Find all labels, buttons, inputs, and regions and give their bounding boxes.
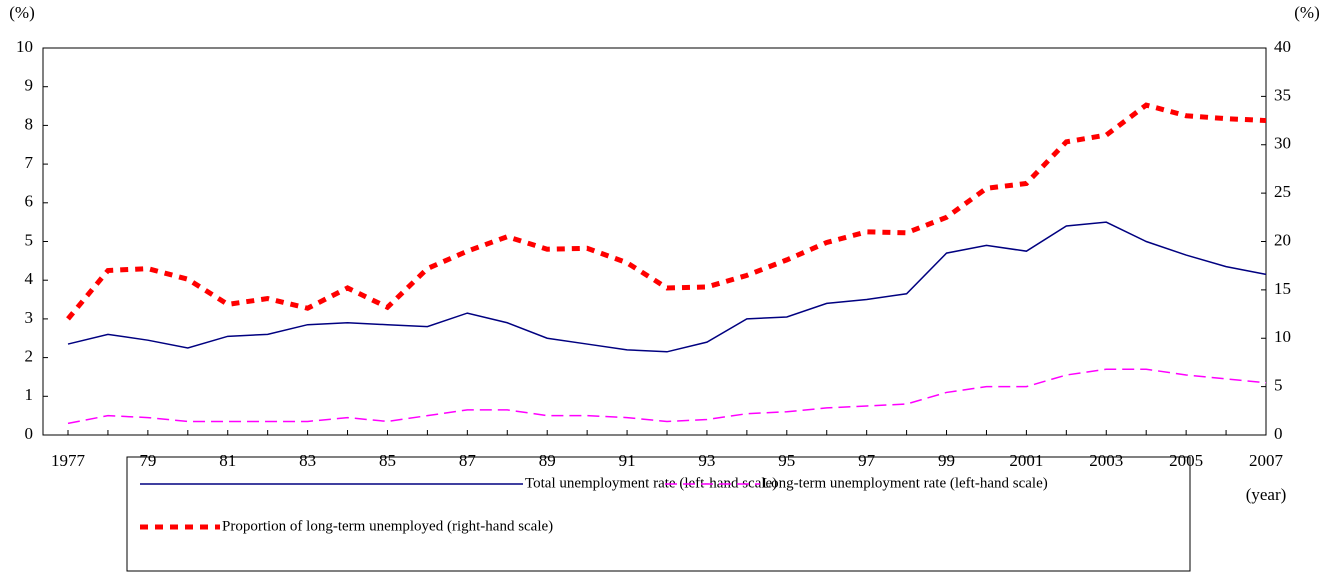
legend-box (126, 456, 1191, 572)
x-tick-label: 79 (139, 451, 156, 470)
y2-tick-label: 35 (1274, 85, 1291, 104)
y-tick-label: 2 (25, 347, 34, 366)
plot-frame (42, 47, 1267, 436)
y-tick-label: 4 (25, 269, 34, 288)
x-tick-label: 89 (539, 451, 556, 470)
x-tick-label: 2001 (1009, 451, 1043, 470)
x-tick-label: 2003 (1089, 451, 1123, 470)
y-tick-label: 6 (25, 192, 34, 211)
y-tick-label: 9 (25, 76, 34, 95)
y-tick-label: 8 (25, 114, 34, 133)
x-tick-label: 81 (219, 451, 236, 470)
legend-label: Long-term unemployment rate (left-hand s… (762, 475, 1048, 491)
y2-tick-label: 20 (1274, 230, 1291, 249)
x-tick-label: 93 (698, 451, 715, 470)
y2-tick-label: 30 (1274, 134, 1291, 153)
legend-label: Total unemployment rate (left-hand scale… (525, 475, 777, 491)
x-tick-label: 97 (858, 451, 876, 470)
series-line (66, 102, 1267, 321)
y-unit-label: (%) (9, 3, 34, 22)
y2-tick-label: 0 (1274, 424, 1283, 443)
x-tick-label: 99 (938, 451, 955, 470)
y2-tick-label: 15 (1274, 279, 1291, 298)
y-tick-label: 7 (25, 153, 34, 172)
legend-label: Proportion of long-term unemployed (righ… (222, 518, 553, 534)
y2-tick-label: 40 (1274, 37, 1291, 56)
series-line (67, 368, 1267, 425)
x-tick-label: 85 (379, 451, 396, 470)
x-tick-label: 95 (778, 451, 795, 470)
y-tick-label: 10 (16, 37, 33, 56)
x-tick-label: 2007 (1249, 451, 1284, 470)
x-tick-label: 91 (619, 451, 636, 470)
series-line (67, 221, 1267, 353)
x-tick-label: 83 (299, 451, 316, 470)
y-tick-label: 5 (25, 230, 34, 249)
x-unit-label: (year) (1246, 485, 1287, 504)
x-tick-label: 2005 (1169, 451, 1203, 470)
y-tick-label: 3 (25, 308, 34, 327)
y2-unit-label: (%) (1294, 3, 1319, 22)
y-tick-label: 0 (25, 424, 34, 443)
y2-tick-label: 25 (1274, 182, 1291, 201)
x-tick-label: 1977 (51, 451, 86, 470)
y-tick-label: 1 (25, 385, 34, 404)
y2-tick-label: 10 (1274, 327, 1291, 346)
x-tick-label: 87 (459, 451, 477, 470)
y2-tick-label: 5 (1274, 376, 1283, 395)
